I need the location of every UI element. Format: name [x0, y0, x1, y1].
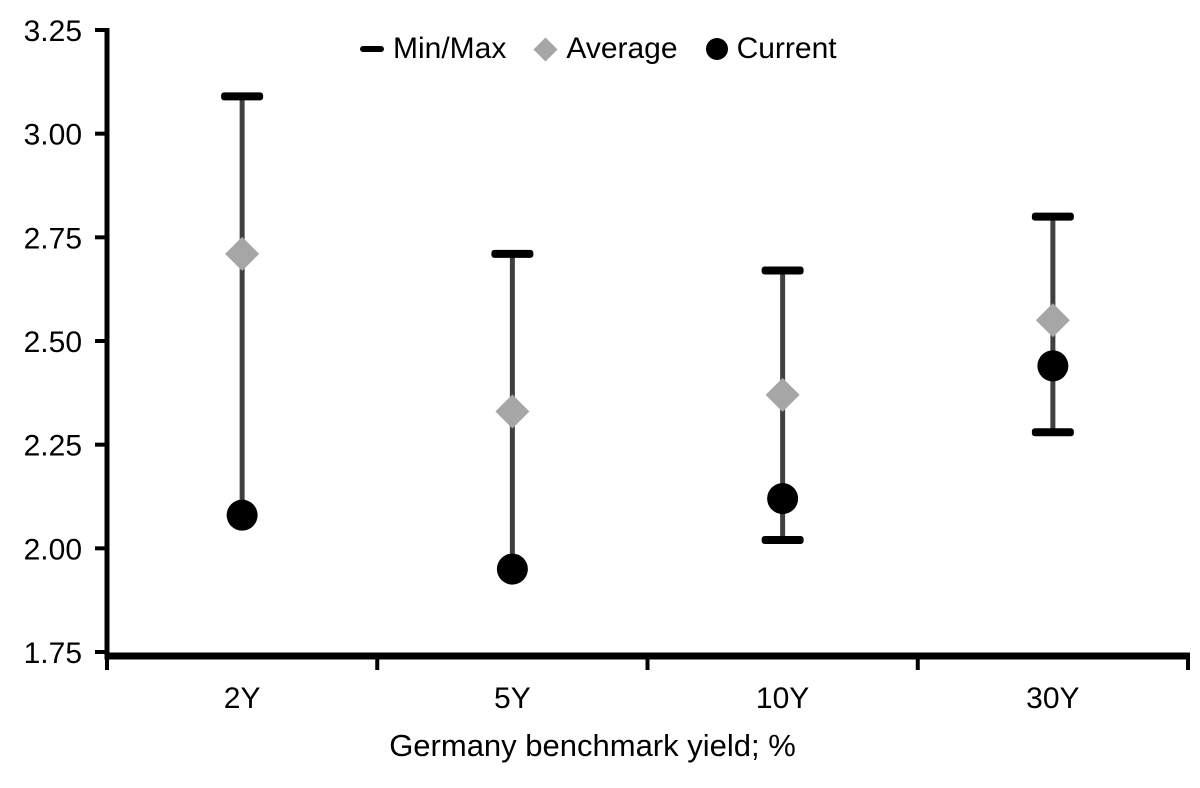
- current-marker-5Y: [496, 553, 528, 585]
- average-marker-10Y: [765, 377, 800, 412]
- current-marker-10Y: [767, 483, 799, 515]
- current-marker-2Y: [226, 499, 258, 531]
- y-axis-tick-label: 1.75: [24, 637, 82, 670]
- max-cap-5Y: [491, 249, 534, 258]
- min-cap-30Y: [1031, 428, 1074, 437]
- x-axis-category-label: 10Y: [756, 682, 809, 715]
- legend-item-current: Current: [705, 32, 837, 66]
- min-cap-10Y: [761, 536, 804, 545]
- x-axis-category-label: 5Y: [494, 682, 531, 715]
- legend-label-current: Current: [736, 32, 837, 65]
- max-cap-30Y: [1031, 212, 1074, 221]
- max-cap-10Y: [761, 266, 804, 275]
- average-marker-5Y: [495, 394, 530, 429]
- y-axis-tick-label: 3.25: [24, 15, 82, 48]
- average-marker-2Y: [225, 236, 260, 271]
- legend-item-minmax: Min/Max: [360, 32, 506, 66]
- x-axis-category-label: 2Y: [224, 682, 261, 715]
- max-cap-2Y: [221, 92, 264, 101]
- legend: Min/Max Average Current: [360, 26, 837, 72]
- current-circle-icon: [705, 38, 728, 60]
- average-diamond-icon: [533, 36, 558, 62]
- y-axis-tick-label: 2.00: [24, 533, 82, 566]
- legend-label-average: Average: [566, 32, 678, 65]
- y-axis-tick-label: 2.25: [24, 430, 82, 463]
- y-axis-tick-label: 3.00: [24, 119, 82, 152]
- legend-item-average: Average: [533, 32, 678, 66]
- current-marker-30Y: [1037, 350, 1069, 382]
- x-axis-title: Germany benchmark yield; %: [389, 728, 796, 763]
- y-axis-tick-label: 2.75: [24, 222, 82, 255]
- legend-label-minmax: Min/Max: [393, 32, 507, 65]
- minmax-dash-icon: [360, 46, 384, 52]
- x-axis-category-label: 30Y: [1026, 682, 1079, 715]
- y-axis-tick-label: 2.50: [24, 326, 82, 359]
- average-marker-30Y: [1035, 303, 1070, 338]
